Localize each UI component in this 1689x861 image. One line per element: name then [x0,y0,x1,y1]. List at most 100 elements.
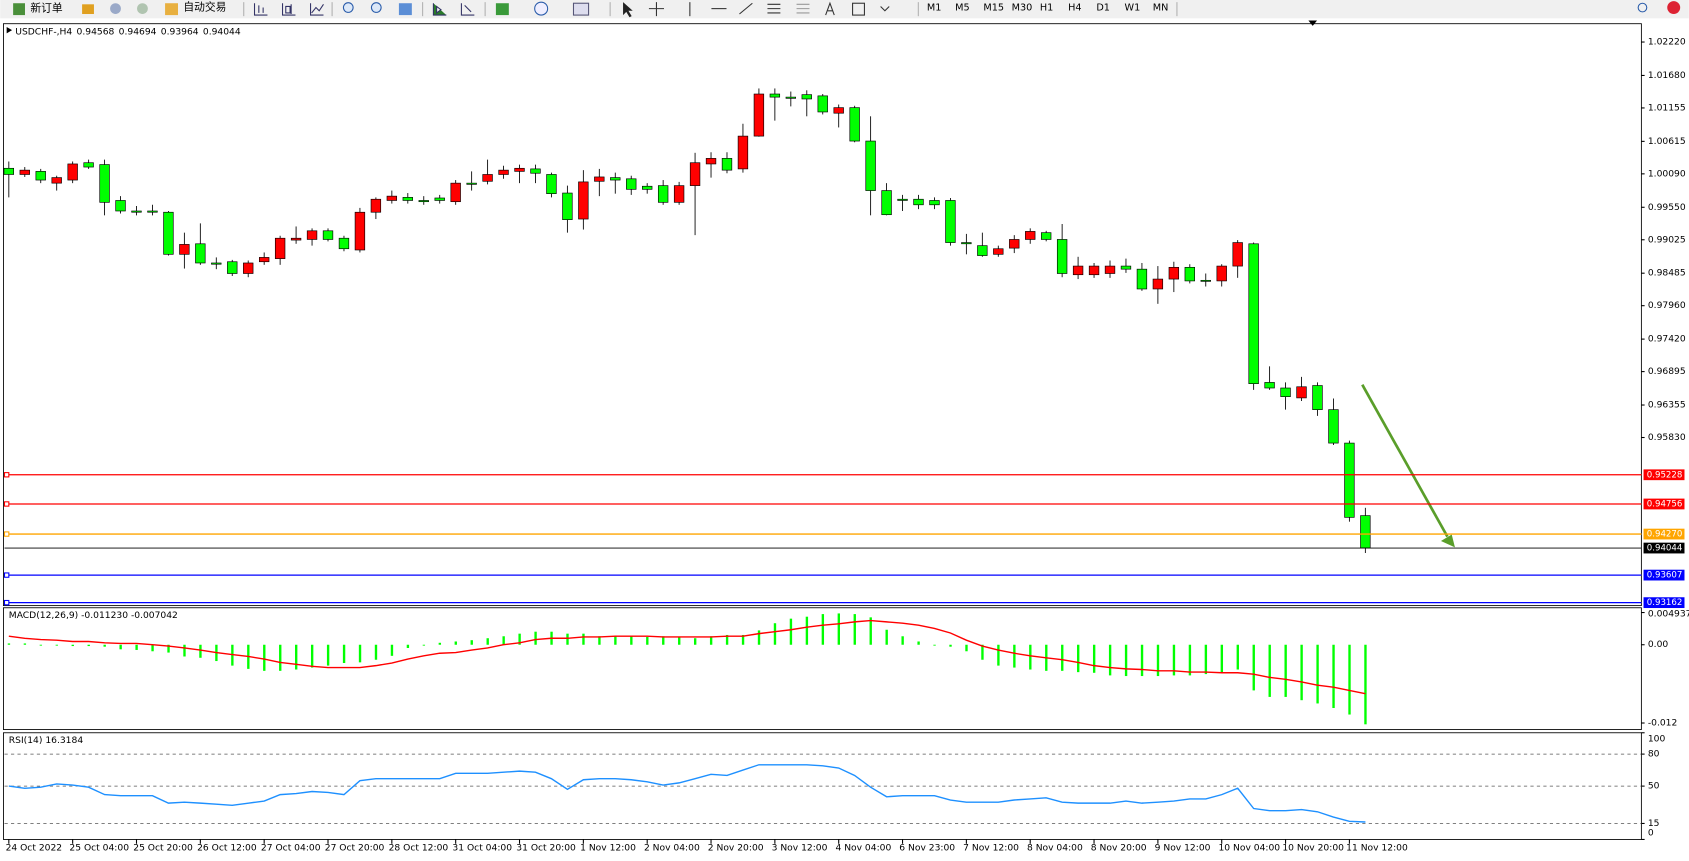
auto-trading-button[interactable]: 自动交易 [183,1,226,14]
candle-body [147,210,158,213]
timeframe-button[interactable]: M1 [927,3,942,14]
timeframe-button[interactable]: W1 [1125,3,1141,14]
timeframe-button[interactable]: D1 [1096,3,1110,14]
x-tick-label: 11 Nov 12:00 [1346,844,1408,854]
y-tick-label: -0.012 [1648,719,1677,729]
bar-chart-icon[interactable] [253,3,268,16]
y-tick-label: 0.98485 [1648,269,1686,279]
candle-body [578,181,589,220]
macd-bar [23,643,27,645]
candle-body [1264,382,1275,389]
candle-body [227,261,238,274]
candle-chart-icon[interactable] [281,3,296,16]
y-tick-label: 0.96355 [1648,401,1686,411]
candle-body [195,243,206,264]
toolbar-background [0,0,1689,19]
candle-body [99,164,110,203]
toolbar-icon[interactable] [110,3,121,15]
timeframe-button[interactable]: M15 [983,3,1004,14]
macd-bar [789,618,793,645]
timeframe-buttons: M1 M5 M15 M30 H1 H4 D1 W1 MN [927,3,1168,14]
macd-bar [183,644,186,657]
timeframe-button[interactable]: MN [1153,3,1169,14]
macd-pane [3,607,1642,730]
macd-bar [1268,644,1271,697]
tile-icon[interactable] [398,3,412,16]
text-icon[interactable] [825,1,835,16]
templates-icon[interactable] [572,2,590,16]
y-tick-label: 1.00090 [1648,169,1686,179]
candle-body [721,158,733,171]
level-handle [3,472,10,478]
candle-body [1328,409,1339,444]
macd-bar [1077,644,1080,673]
macd-bar [646,636,649,645]
macd-bar [87,644,90,647]
y-tick-label: 0.97420 [1648,335,1686,345]
header-close: 0.94044 [203,27,241,37]
toolbar-icon[interactable] [137,3,148,15]
indicators-icon[interactable] [495,3,509,16]
timeframe-button[interactable]: H1 [1040,3,1053,14]
level-handle [3,531,10,537]
macd-bar [486,638,489,645]
shift-icon[interactable] [460,3,475,16]
macd-bar [1300,644,1303,701]
candle-body [1200,279,1211,282]
bid-tag-label: 0.94044 [1647,544,1683,554]
header-open: 0.94568 [77,27,115,37]
level-tag [1643,498,1685,510]
line-chart-icon[interactable] [310,3,324,16]
crosshair-icon[interactable] [648,2,665,17]
macd-bar [1204,644,1208,675]
timeframe-button[interactable]: M30 [1012,3,1033,14]
timeframe-button[interactable]: H4 [1068,3,1081,14]
header-high: 0.94694 [119,27,157,37]
label-icon[interactable] [852,2,865,16]
candle-body [993,248,1004,255]
candle-body [929,200,940,206]
macd-bar [662,636,665,645]
candle-body [1088,265,1100,276]
cursor-icon[interactable] [623,2,633,18]
fibo-icon[interactable] [796,3,810,14]
x-tick-label: 25 Oct 20:00 [133,844,193,854]
header-low: 0.93964 [161,27,199,37]
new-order-button[interactable]: 新订单 [30,2,63,15]
notification-icon[interactable] [1667,1,1681,15]
zoom-out-icon[interactable] [370,2,382,13]
toolbar: 新订单 自动交易 M1 M5 M15 M30 H1 H4 D1 W1 MN [0,0,1689,19]
macd-bar [1013,644,1016,668]
toolbar-icon[interactable] [82,4,94,15]
macd-bar [709,636,713,645]
macd-bar [582,633,585,645]
candle-body [689,162,701,186]
candle-body [1184,266,1195,282]
periods-icon[interactable] [534,1,549,16]
candle-body [115,200,126,212]
macd-bar [1140,644,1144,677]
timeframe-button[interactable]: M5 [955,3,970,14]
macd-bar [1332,644,1335,709]
candle-body [51,177,62,184]
candle-body [386,195,398,201]
macd-bar [518,633,521,645]
macd-bar [773,623,777,645]
macd-bar [390,644,394,656]
candle-body [546,174,557,194]
candle-body [865,140,876,191]
candle-body [179,244,190,255]
y-tick-label: 0 [1648,828,1654,838]
zoom-in-icon[interactable] [342,2,354,13]
macd-bar [7,643,11,645]
y-tick-label: 1.01680 [1648,71,1686,81]
candle-body [258,257,270,263]
channel-icon[interactable] [767,3,781,14]
arrows-icon[interactable] [880,6,890,12]
macd-bar [693,638,697,645]
scroll-icon[interactable] [432,3,447,16]
y-tick-label: 0.00 [1648,640,1669,650]
trendline-icon[interactable] [739,2,753,15]
shift-marker [1308,20,1318,26]
search-icon[interactable] [1637,2,1648,13]
